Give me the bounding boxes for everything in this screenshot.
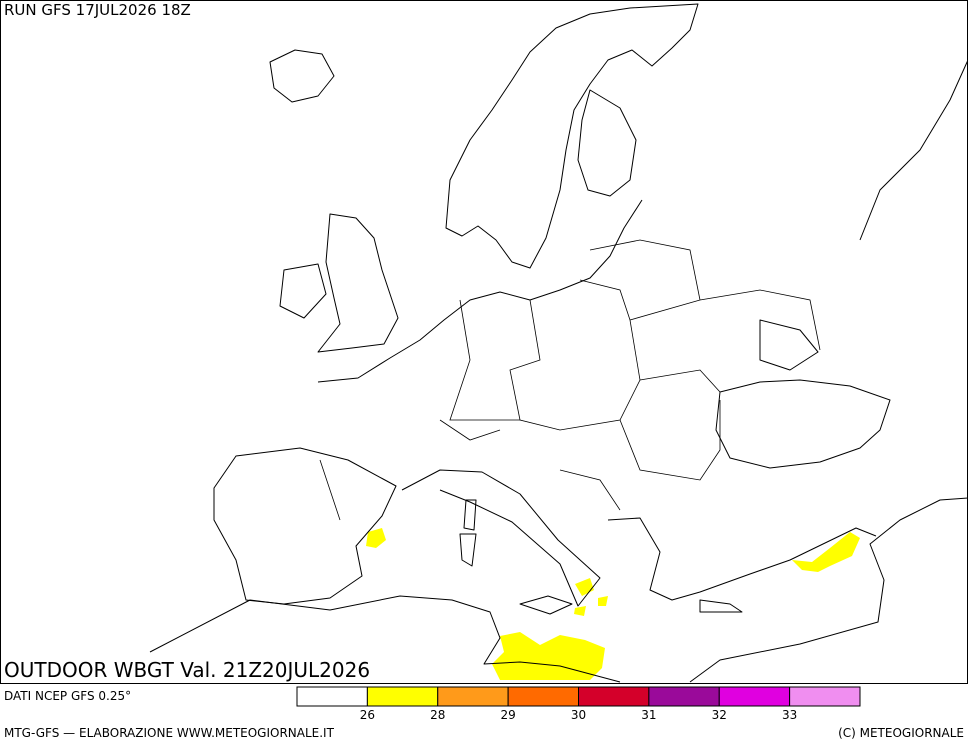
hot-area: [366, 528, 386, 548]
colorbar-label: 33: [782, 708, 797, 722]
colorbar-segment: [789, 686, 861, 707]
colorbar-label: 30: [571, 708, 586, 722]
colorbar-label: 26: [360, 708, 375, 722]
run-label: RUN GFS 17JUL2026 18Z: [4, 1, 191, 19]
colorbar-segment: [718, 686, 791, 707]
colorbar-label: 28: [430, 708, 445, 722]
colorbar-segment: [296, 686, 368, 707]
data-source: DATI NCEP GFS 0.25°: [4, 689, 131, 703]
hot-area: [492, 632, 605, 680]
map-title: OUTDOOR WBGT Val. 21Z20JUL2026: [4, 658, 370, 682]
colorbar-segment: [578, 686, 650, 707]
colorbar-segment: [648, 686, 720, 707]
hot-area: [574, 578, 608, 616]
colorbar-label: 31: [641, 708, 656, 722]
map-frame: [0, 0, 968, 684]
colorbar-label: 29: [500, 708, 515, 722]
colorbar-label: 32: [712, 708, 727, 722]
colorbar-segment: [507, 686, 579, 707]
hot-area: [792, 532, 860, 572]
colorbar-segment: [366, 686, 439, 707]
colorbar: 26 28 29 30 31 32 33: [296, 686, 861, 722]
footer-copyright: (C) METEOGIORNALE: [838, 726, 964, 740]
map-geography: [149, 3, 968, 683]
footer-credit: MTG-GFS — ELABORAZIONE WWW.METEOGIORNALE…: [4, 726, 335, 740]
colorbar-segment: [437, 686, 509, 707]
